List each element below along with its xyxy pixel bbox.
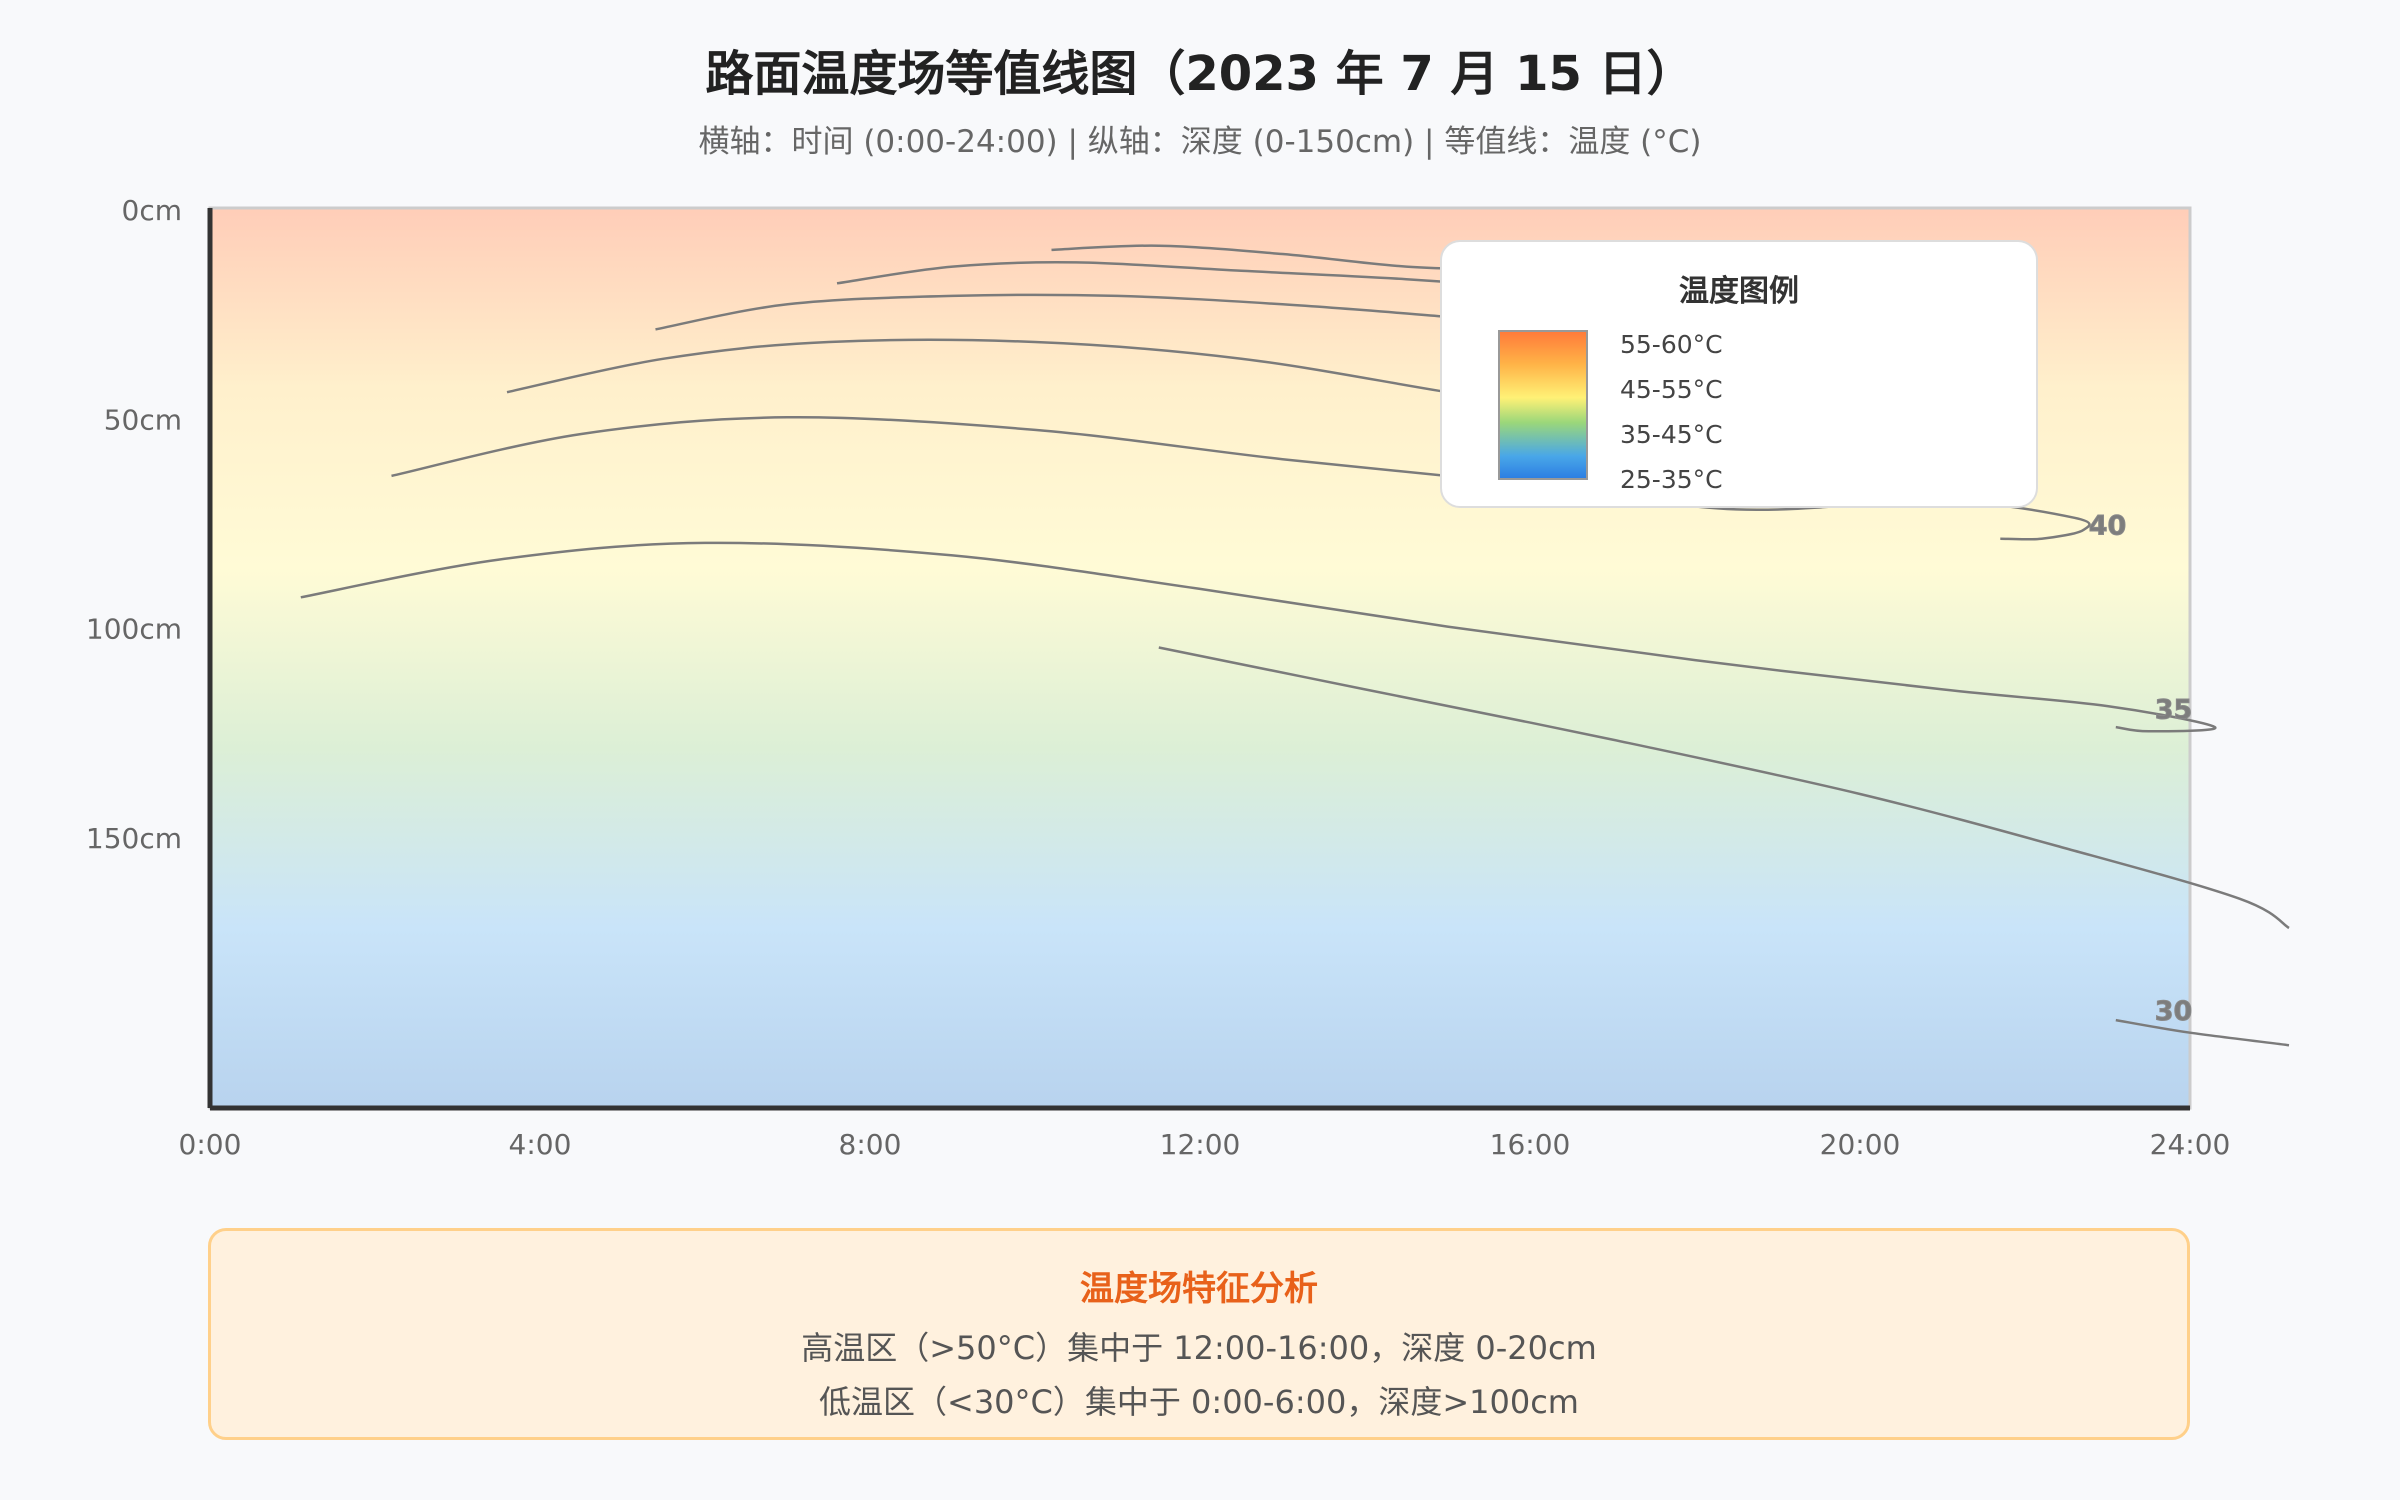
y-tick-label: 0cm (122, 194, 182, 227)
x-tick-label: 24:00 (2150, 1128, 2231, 1161)
x-tick-label: 16:00 (1490, 1128, 1571, 1161)
y-tick-label: 150cm (86, 822, 182, 855)
temperature-legend: 温度图例 55-60°C 45-55°C 35-45°C 25-35°C (1440, 240, 2038, 508)
contour-labels: 40 35 30 (2088, 510, 2193, 1028)
contour-value-label: 35 (2155, 695, 2193, 726)
legend-item: 35-45°C (1620, 420, 1723, 449)
x-tick-label: 0:00 (179, 1128, 242, 1161)
y-tick-label: 50cm (104, 403, 182, 436)
contour-line (2115, 1018, 2290, 1047)
x-tick-label: 20:00 (1820, 1128, 1901, 1161)
chart-title: 路面温度场等值线图（2023 年 7 月 15 日） (705, 46, 1695, 102)
y-tick-label: 100cm (86, 613, 182, 646)
legend-item: 45-55°C (1620, 375, 1723, 404)
contour-value-label: 40 (2089, 511, 2127, 542)
legend-item: 25-35°C (1620, 465, 1723, 494)
tick-labels: 0:00 4:00 8:00 12:00 16:00 20:00 24:00 0cm 50cm 1… (86, 194, 2230, 1161)
contour-line (300, 541, 2217, 733)
analysis-title: 温度场特征分析 (1080, 1269, 1318, 1309)
analysis-line: 高温区（>50°C）集中于 12:00-16:00，深度 0-20cm (801, 1329, 1597, 1367)
legend-color-bar (1498, 330, 1588, 480)
contour-value-label: 30 (2155, 996, 2193, 1027)
x-tick-label: 12:00 (1160, 1128, 1241, 1161)
axes (207, 208, 2190, 1111)
analysis-panel: 温度场特征分析 高温区（>50°C）集中于 12:00-16:00，深度 0-2… (208, 1228, 2190, 1440)
x-tick-label: 8:00 (839, 1128, 902, 1161)
contour-line (1158, 646, 2290, 930)
legend-item: 55-60°C (1620, 330, 1723, 359)
analysis-line: 低温区（<30°C）集中于 0:00-6:00，深度>100cm (819, 1383, 1579, 1421)
chart-subtitle: 横轴：时间 (0:00-24:00) | 纵轴：深度 (0-150cm) | 等… (698, 124, 1702, 160)
legend-title: 温度图例 (1679, 274, 1799, 309)
x-tick-label: 4:00 (509, 1128, 572, 1161)
